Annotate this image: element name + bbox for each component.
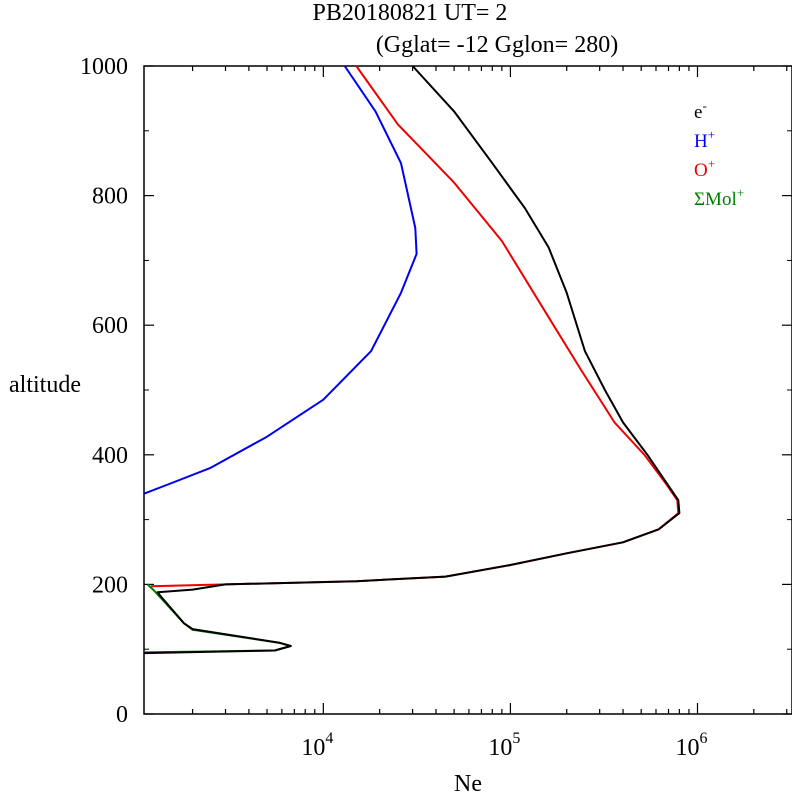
y-tick-label: 400	[92, 443, 128, 469]
x-tick-label: 106	[675, 730, 707, 761]
series-line-h	[143, 65, 418, 495]
y-tick-label: 0	[116, 702, 128, 728]
series-line-e	[143, 65, 681, 655]
legend-entry: ΣMol+	[694, 185, 744, 210]
y-axis-label: altitude	[9, 372, 81, 398]
series-line-o	[151, 65, 680, 588]
legend-entry: O+	[694, 156, 715, 181]
legend-entry: e-	[694, 98, 707, 123]
chart-title-line2: (Gglat= -12 Gglon= 280)	[376, 32, 618, 58]
y-tick-label: 200	[92, 572, 128, 598]
legend-entry: H+	[694, 127, 715, 152]
x-axis-label: Ne	[454, 771, 482, 795]
x-tick-label: 105	[488, 730, 520, 761]
chart-title-line1: PB20180821 UT= 2	[313, 0, 508, 26]
x-tick-label: 104	[301, 730, 333, 761]
y-tick-label: 600	[92, 313, 128, 339]
y-tick-label: 800	[92, 184, 128, 210]
y-tick-label: 1000	[80, 54, 128, 80]
series-line-mol	[143, 583, 292, 654]
